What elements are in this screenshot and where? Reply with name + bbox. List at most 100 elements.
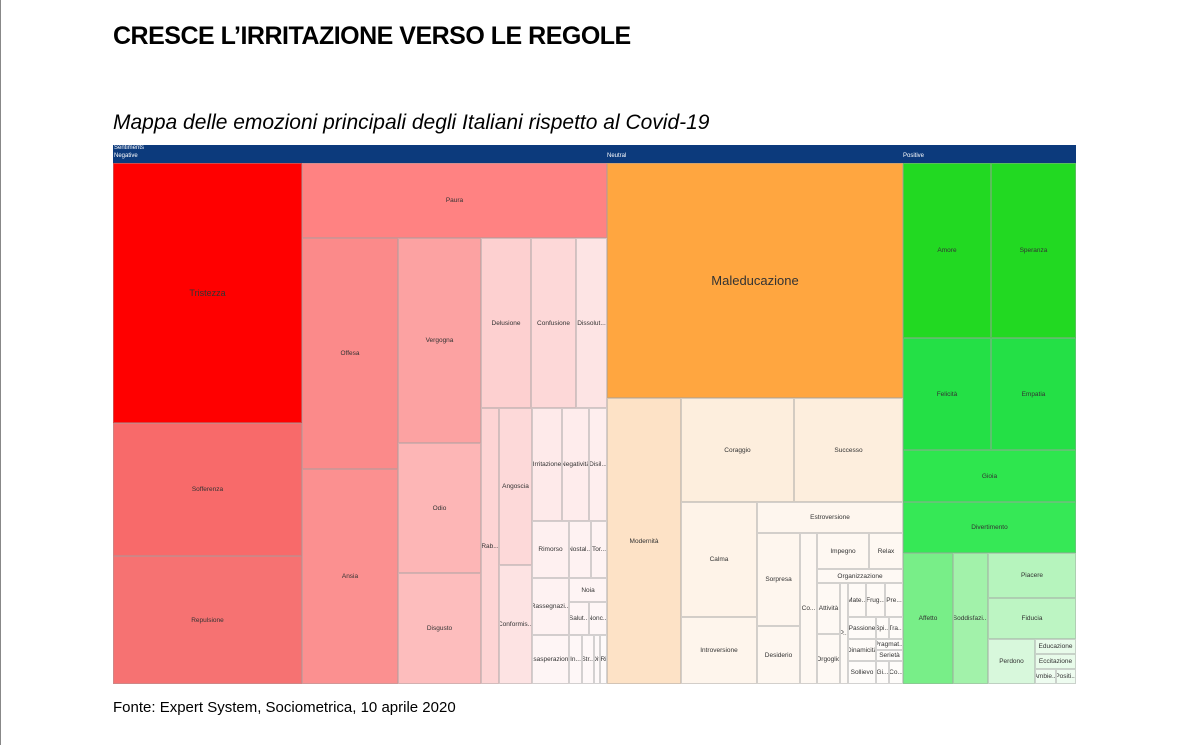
treemap-cell-positive[interactable]: Empatia xyxy=(991,338,1076,450)
treemap-cell-positive[interactable]: Amore xyxy=(903,163,991,338)
treemap-cell-negative[interactable]: Vergogna xyxy=(398,238,481,443)
treemap-cell-positive[interactable]: Positi... xyxy=(1056,669,1076,684)
treemap-cell-positive[interactable]: Ambie... xyxy=(1035,669,1056,684)
treemap-cell-neutral[interactable]: Organizzazione xyxy=(817,569,903,583)
treemap-cell-neutral[interactable]: Gi... xyxy=(876,661,889,684)
treemap-cell-neutral[interactable]: Sorpresa xyxy=(757,533,800,626)
treemap-cell-positive[interactable]: Eccitazione xyxy=(1035,654,1076,669)
treemap-cell-negative[interactable]: Tristezza xyxy=(113,163,302,423)
treemap-cell-neutral[interactable]: Calma xyxy=(681,502,757,617)
cell-label: Str... xyxy=(582,656,593,663)
treemap-cell-negative[interactable]: Ri xyxy=(600,635,607,684)
treemap-cell-neutral[interactable]: Tra... xyxy=(889,617,903,639)
treemap-cell-positive[interactable]: Felicità xyxy=(903,338,991,450)
treemap-header: Sentiments Negative Neutral Positive xyxy=(113,145,1076,163)
treemap-cell-negative[interactable]: Salut... xyxy=(569,602,589,635)
treemap-cell-neutral[interactable]: Modernità xyxy=(607,398,681,684)
treemap-cell-negative[interactable]: Esasperazione xyxy=(532,635,569,684)
treemap-cell-negative[interactable]: Repulsione xyxy=(113,556,302,684)
treemap-cell-negative[interactable]: Sofferenza xyxy=(113,423,302,556)
treemap-cell-negative[interactable]: Str... xyxy=(582,635,594,684)
treemap-cell-positive[interactable]: Affetto xyxy=(903,553,953,684)
cell-label: Positi... xyxy=(1056,673,1076,680)
treemap-cell-neutral[interactable]: Relax xyxy=(869,533,903,569)
treemap-cell-neutral[interactable]: Co... xyxy=(889,661,903,684)
cell-label: Salut... xyxy=(569,615,589,622)
cell-label: Tra... xyxy=(889,624,903,632)
treemap-cell-negative[interactable]: Odio xyxy=(398,443,481,573)
cell-label: Speranza xyxy=(1019,247,1048,254)
treemap-cell-negative[interactable]: Irritazione xyxy=(532,408,562,521)
cell-label: Diff xyxy=(595,656,599,663)
root-label: Sentiments xyxy=(114,145,145,151)
treemap-cell-positive[interactable]: Gioia xyxy=(903,450,1076,502)
treemap-cell-neutral[interactable]: Desiderio xyxy=(757,626,800,684)
treemap-cell-negative[interactable]: Noia xyxy=(569,578,607,602)
source-note: Fonte: Expert System, Sociometrica, 10 a… xyxy=(113,699,456,716)
treemap-cell-neutral[interactable]: Successo xyxy=(794,398,903,502)
treemap-cell-neutral[interactable]: Orgoglio xyxy=(817,634,840,684)
cell-label: Eccitazione xyxy=(1038,658,1073,665)
treemap-cell-neutral[interactable]: Pre... xyxy=(885,583,903,617)
cell-label: Disil... xyxy=(589,461,607,468)
treemap-cell-negative[interactable]: In... xyxy=(569,635,582,684)
treemap-cell-negative[interactable]: Paura xyxy=(302,163,607,238)
cell-label: Frug... xyxy=(866,596,885,604)
treemap-cell-positive[interactable]: Piacere xyxy=(988,553,1076,598)
treemap-cell-negative[interactable]: Conformis... xyxy=(499,565,532,684)
treemap-cell-negative[interactable]: Rab... xyxy=(481,408,499,684)
treemap-cell-neutral[interactable]: P... xyxy=(840,583,848,684)
treemap-cell-positive[interactable]: Perdono xyxy=(988,639,1035,684)
cell-label: Mate... xyxy=(848,596,866,604)
treemap-cell-negative[interactable]: Angoscia xyxy=(499,408,532,565)
cell-label: Nonc... xyxy=(590,615,607,622)
treemap-cell-neutral[interactable]: Estroversione xyxy=(757,502,903,533)
treemap-cell-negative[interactable]: Offesa xyxy=(302,238,398,469)
treemap-cell-neutral[interactable]: Spi... xyxy=(876,617,889,639)
treemap-cell-neutral[interactable]: Impegno xyxy=(817,533,869,569)
treemap-cell-neutral[interactable]: Frug... xyxy=(866,583,885,617)
treemap-cell-positive[interactable]: Divertimento xyxy=(903,502,1076,553)
treemap-cell-negative[interactable]: Nonc... xyxy=(589,602,607,635)
cell-label: Conformis... xyxy=(499,621,532,628)
treemap-cell-negative[interactable]: Dissolut... xyxy=(576,238,607,408)
cell-label: Confusione xyxy=(537,319,570,327)
treemap-cell-negative[interactable]: Nostal... xyxy=(569,521,591,578)
cell-label: Organizzazione xyxy=(837,572,883,580)
cell-label: Offesa xyxy=(340,350,360,357)
cell-label: Passione xyxy=(848,624,876,632)
treemap-cell-negative[interactable]: Ansia xyxy=(302,469,398,684)
cell-label: Pre... xyxy=(886,596,902,604)
treemap-cell-negative[interactable]: Diff xyxy=(594,635,600,684)
treemap-cell-neutral[interactable]: Co... xyxy=(800,533,817,684)
treemap-cell-positive[interactable]: Educazione xyxy=(1035,639,1076,654)
page-title: CRESCE L’IRRITAZIONE VERSO LE REGOLE xyxy=(113,22,631,50)
treemap-cell-neutral[interactable]: Dinamicità xyxy=(848,639,876,661)
treemap-cell-positive[interactable]: Fiducia xyxy=(988,598,1076,639)
treemap-cell-negative[interactable]: Disgusto xyxy=(398,573,481,684)
treemap-cell-positive[interactable]: Soddisfazi... xyxy=(953,553,988,684)
treemap-cell-neutral[interactable]: Passione xyxy=(848,617,876,639)
treemap-cell-neutral[interactable]: Attività xyxy=(817,583,840,634)
group-label-negative: Negative xyxy=(114,153,138,159)
cell-label: Introversione xyxy=(700,647,738,654)
treemap-cell-neutral[interactable]: Sollievo xyxy=(848,661,876,684)
treemap-cell-neutral[interactable]: Coraggio xyxy=(681,398,794,502)
cell-label: Perdono xyxy=(999,658,1024,665)
treemap-cell-neutral[interactable]: Introversione xyxy=(681,617,757,684)
treemap-cell-neutral[interactable]: Maleducazione xyxy=(607,163,903,398)
treemap-cell-negative[interactable]: Rimorso xyxy=(532,521,569,578)
cell-label: Attività xyxy=(818,605,839,612)
treemap-cell-neutral[interactable]: Serietà xyxy=(876,650,903,661)
treemap-cell-negative[interactable]: Negatività xyxy=(562,408,589,521)
treemap-cell-negative[interactable]: Confusione xyxy=(531,238,576,408)
treemap-cell-negative[interactable]: Rassegnazi... xyxy=(532,578,569,635)
treemap-cell-negative[interactable]: Delusione xyxy=(481,238,531,408)
treemap-cell-negative[interactable]: Disil... xyxy=(589,408,607,521)
treemap-cell-negative[interactable]: Tor... xyxy=(591,521,607,578)
treemap-cell-neutral[interactable]: Pragmat... xyxy=(876,639,903,650)
treemap-cell-positive[interactable]: Speranza xyxy=(991,163,1076,338)
cell-label: Pragmat... xyxy=(876,641,903,648)
cell-label: Amore xyxy=(937,247,957,254)
treemap-cell-neutral[interactable]: Mate... xyxy=(848,583,866,617)
